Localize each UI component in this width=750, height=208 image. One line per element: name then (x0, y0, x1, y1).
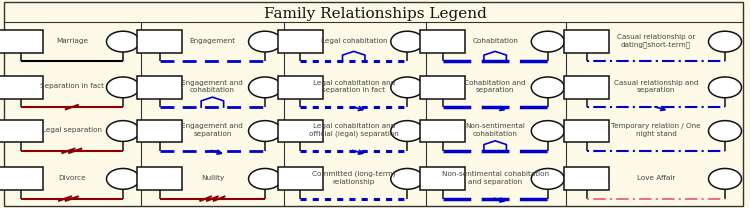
Text: Committed (long-term)
relationship: Committed (long-term) relationship (312, 171, 395, 185)
Text: Cohabitation: Cohabitation (472, 38, 518, 43)
Text: Separation in fact: Separation in fact (40, 83, 104, 89)
Ellipse shape (709, 121, 742, 141)
Ellipse shape (248, 77, 281, 98)
Bar (278, 30, 322, 53)
Bar (278, 120, 322, 142)
Text: Engagement: Engagement (189, 38, 236, 43)
Ellipse shape (391, 121, 424, 141)
Bar (0, 30, 43, 53)
Ellipse shape (248, 31, 281, 52)
Text: Casual relationship or
dating（short-term）: Casual relationship or dating（short-term… (616, 33, 695, 48)
Text: Nullity: Nullity (201, 175, 224, 181)
Text: Casual relationship and
separation: Casual relationship and separation (614, 80, 698, 93)
Text: Legal cohabitation: Legal cohabitation (320, 38, 387, 43)
Bar (565, 30, 610, 53)
Text: Non-sentimental
cohabitation: Non-sentimental cohabitation (465, 123, 525, 137)
Text: Legal separation: Legal separation (42, 127, 102, 133)
Ellipse shape (106, 77, 140, 98)
Text: Love Affair: Love Affair (637, 175, 675, 181)
Bar (420, 76, 465, 99)
Bar (137, 167, 182, 190)
Text: Legal cohabitation and
official (legal) separation: Legal cohabitation and official (legal) … (309, 123, 399, 137)
Bar (420, 167, 465, 190)
Text: Legal cohabitation and
separation in fact: Legal cohabitation and separation in fac… (313, 80, 395, 93)
Text: Family Relationships Legend: Family Relationships Legend (263, 6, 487, 21)
Bar (137, 30, 182, 53)
Bar (565, 167, 610, 190)
Ellipse shape (391, 77, 424, 98)
Ellipse shape (531, 121, 564, 141)
Ellipse shape (709, 77, 742, 98)
Bar (0, 120, 43, 142)
Bar (137, 120, 182, 142)
Text: Divorce: Divorce (58, 175, 86, 181)
Bar (278, 167, 322, 190)
Bar (565, 76, 610, 99)
Ellipse shape (531, 31, 564, 52)
Ellipse shape (248, 121, 281, 141)
Text: Cohabitation and
separation: Cohabitation and separation (464, 80, 526, 93)
Bar (565, 120, 610, 142)
Ellipse shape (709, 168, 742, 189)
Bar (278, 76, 322, 99)
Bar (0, 167, 43, 190)
Text: Engagement and
cohabitation: Engagement and cohabitation (182, 80, 243, 93)
Text: Marriage: Marriage (56, 38, 88, 43)
Bar (420, 120, 465, 142)
Text: Non-sentimental cohabitation
and separation: Non-sentimental cohabitation and separat… (442, 171, 549, 184)
Text: Temporary relation / One
night stand: Temporary relation / One night stand (611, 123, 701, 137)
Ellipse shape (106, 121, 140, 141)
Ellipse shape (531, 77, 564, 98)
Bar (420, 30, 465, 53)
Ellipse shape (391, 31, 424, 52)
Ellipse shape (248, 168, 281, 189)
Text: Engagement and
separation: Engagement and separation (182, 123, 243, 137)
Ellipse shape (391, 168, 424, 189)
Ellipse shape (709, 31, 742, 52)
Ellipse shape (531, 168, 564, 189)
Ellipse shape (106, 31, 140, 52)
Bar (0, 76, 43, 99)
Bar (137, 76, 182, 99)
Ellipse shape (106, 168, 140, 189)
